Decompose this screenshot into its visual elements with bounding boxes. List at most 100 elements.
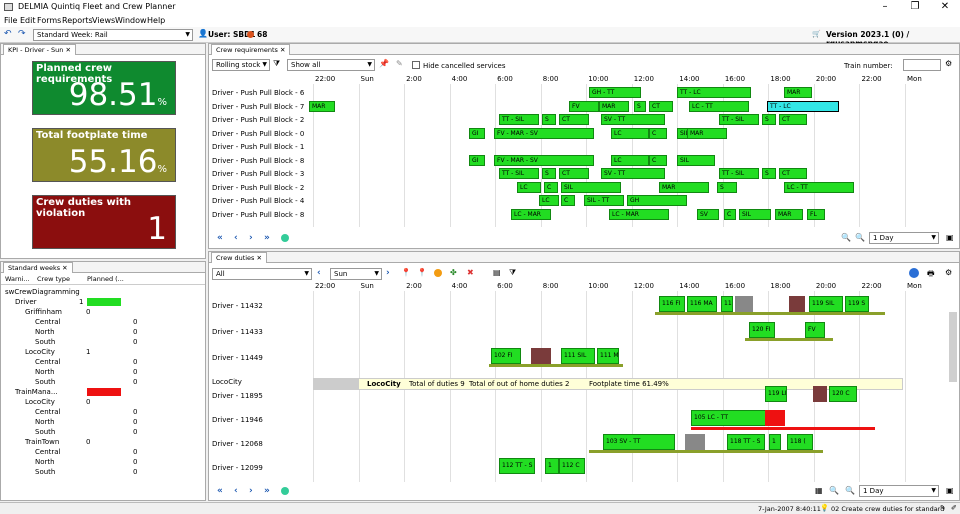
tree-item[interactable]: North [35,327,55,337]
duty-bar[interactable]: 119 SIL [809,296,843,312]
req-zoom-select[interactable]: 1 Day ▼ [869,232,939,244]
requirement-bar[interactable]: LC [517,181,541,193]
duties-zoom-out-icon[interactable]: 🔍 [845,486,855,495]
requirement-bar[interactable]: CT [559,114,589,125]
requirement-bar[interactable]: CT [559,168,589,179]
requirement-bar[interactable]: CT [649,100,673,112]
tree-item[interactable]: LocoCity [25,397,55,407]
tree-item[interactable]: Central [35,357,61,367]
scenario-select[interactable]: Standard Week: Rail ▼ [33,29,193,41]
requirement-bar[interactable]: LC - TT [689,100,749,112]
edit-icon[interactable]: ✐ [951,504,957,512]
duty-bar[interactable]: 1 [769,434,781,450]
requirement-bar[interactable]: TT - SIL [499,168,539,179]
col-crew-type[interactable]: Crew type [37,275,70,283]
redo-icon[interactable]: ↷ [18,29,26,39]
tree-item[interactable]: Griffinham [25,307,62,317]
requirement-bar[interactable]: SIL [739,208,771,220]
requirement-bar[interactable]: C [649,127,667,139]
undo-icon[interactable]: ↶ [4,29,12,39]
requirement-bar[interactable]: CT [779,114,807,125]
requirement-bar[interactable]: FV [569,100,599,112]
requirement-bar[interactable]: S [634,100,646,112]
requirement-bar[interactable]: FL [807,208,825,220]
day-next-icon[interactable]: › [386,268,390,278]
duty-bar[interactable]: 11 [721,296,733,312]
nav-next-icon[interactable]: › [249,233,253,243]
minimize-button[interactable]: – [882,1,888,12]
requirement-bar[interactable]: LC [611,127,649,139]
duty-block[interactable] [685,434,705,450]
requirement-bar[interactable]: TT - SIL [499,114,539,125]
close-button[interactable]: ✕ [940,1,950,12]
tree-item[interactable]: Central [35,447,61,457]
duties-nav-last-icon[interactable]: » [264,486,270,496]
duty-bar[interactable]: 111 SIL [561,348,595,364]
selected-requirement-bar[interactable]: TT - LC [767,100,839,112]
tree-item[interactable]: Central [35,317,61,327]
export-icon[interactable]: ▣ [946,233,954,242]
duty-bar[interactable]: 102 FI [491,348,521,364]
tree-item[interactable]: North [35,367,55,377]
duty-bar[interactable]: 103 SV - TT [603,434,675,450]
requirement-bar[interactable]: GH - TT [589,87,641,98]
eraser-icon[interactable]: ✎ [396,59,403,68]
requirement-bar[interactable]: SV - TT [601,168,665,179]
requirement-bar[interactable]: S [717,181,737,193]
duty-bar[interactable]: 112 TT - S [499,458,535,474]
requirement-bar[interactable]: LC - TT [784,181,854,193]
requirement-bar[interactable]: FV - MAR - SV [494,127,594,139]
duties-zoom-in-icon[interactable]: 🔍 [829,486,839,495]
duty-bar[interactable]: 1 [545,458,559,474]
requirement-bar[interactable]: TT - LC [677,87,751,98]
duty-block[interactable] [765,410,785,426]
requirement-bar[interactable]: LC [539,195,559,206]
pin-icon[interactable]: 📌 [379,59,389,68]
duties-filter-select[interactable]: All ▼ [212,268,312,280]
tree-item[interactable]: South [35,377,55,387]
requirement-bar[interactable]: C [561,195,575,206]
tree-item[interactable]: Driver [15,297,37,307]
chart-icon[interactable]: ▤ [493,268,501,277]
duties-nav-next-icon[interactable]: › [249,486,253,496]
day-prev-icon[interactable]: ‹ [317,268,321,278]
crew-duties-gantt[interactable]: 22:00 Sun 2:00 4:00 6:00 8:00 10:00 12:00 14:00 1… [209,282,959,482]
requirement-bar[interactable]: S [542,114,556,125]
duty-bar[interactable]: 105 LC - TT [691,410,766,426]
menu-views[interactable]: Views [92,16,116,25]
remove-icon[interactable]: ✖ [467,268,474,277]
crew-req-tab[interactable]: Crew requirements ✕ [211,44,291,55]
crew-req-gantt[interactable]: 22:00 Sun 2:00 4:00 6:00 8:00 10:00 12:00 14:00 1… [209,75,959,227]
duties-nav-first-icon[interactable]: « [217,486,223,496]
requirement-bar[interactable]: TT - SIL [719,114,759,125]
tree-item[interactable]: swCrewDiagramming [5,287,80,297]
requirement-bar[interactable]: LC - MAR [609,208,669,220]
tree-icon[interactable]: ✤ [450,268,457,277]
zoom-in-icon[interactable]: 🔍 [841,233,851,242]
requirement-bar[interactable]: MAR [599,100,629,112]
requirement-bar[interactable]: LC - MAR [511,208,551,220]
day-select[interactable]: Sun ▼ [330,268,382,280]
refresh-icon[interactable] [909,268,919,278]
requirement-bar[interactable]: C [649,154,667,166]
scrollbar-thumb[interactable] [949,312,957,382]
crew-duties-tab[interactable]: Crew duties ✕ [211,252,267,263]
settings-icon[interactable]: ⚙ [945,59,953,68]
pencil-icon[interactable]: ✎ [940,504,946,512]
duty-block[interactable] [735,296,753,312]
duty-bar[interactable]: 120 C [829,386,857,402]
duties-settings-icon[interactable]: ⚙ [945,268,953,277]
tree-item[interactable]: North [35,457,55,467]
tree-item[interactable]: North [35,417,55,427]
requirement-bar[interactable]: MAR [775,208,803,220]
status-orange-icon[interactable] [434,269,442,277]
nav-first-icon[interactable]: « [217,233,223,243]
kpi-tab[interactable]: KPI - Driver - Sun ✕ [3,44,76,55]
requirement-bar[interactable]: S [542,168,556,179]
col-warnings[interactable]: Warni... [5,275,30,283]
requirement-bar[interactable]: MAR [659,181,709,193]
duty-bar[interactable]: 111 M [597,348,619,364]
tree-item[interactable]: South [35,427,55,437]
duty-block[interactable] [789,296,805,312]
requirement-bar[interactable]: MAR [784,87,812,98]
